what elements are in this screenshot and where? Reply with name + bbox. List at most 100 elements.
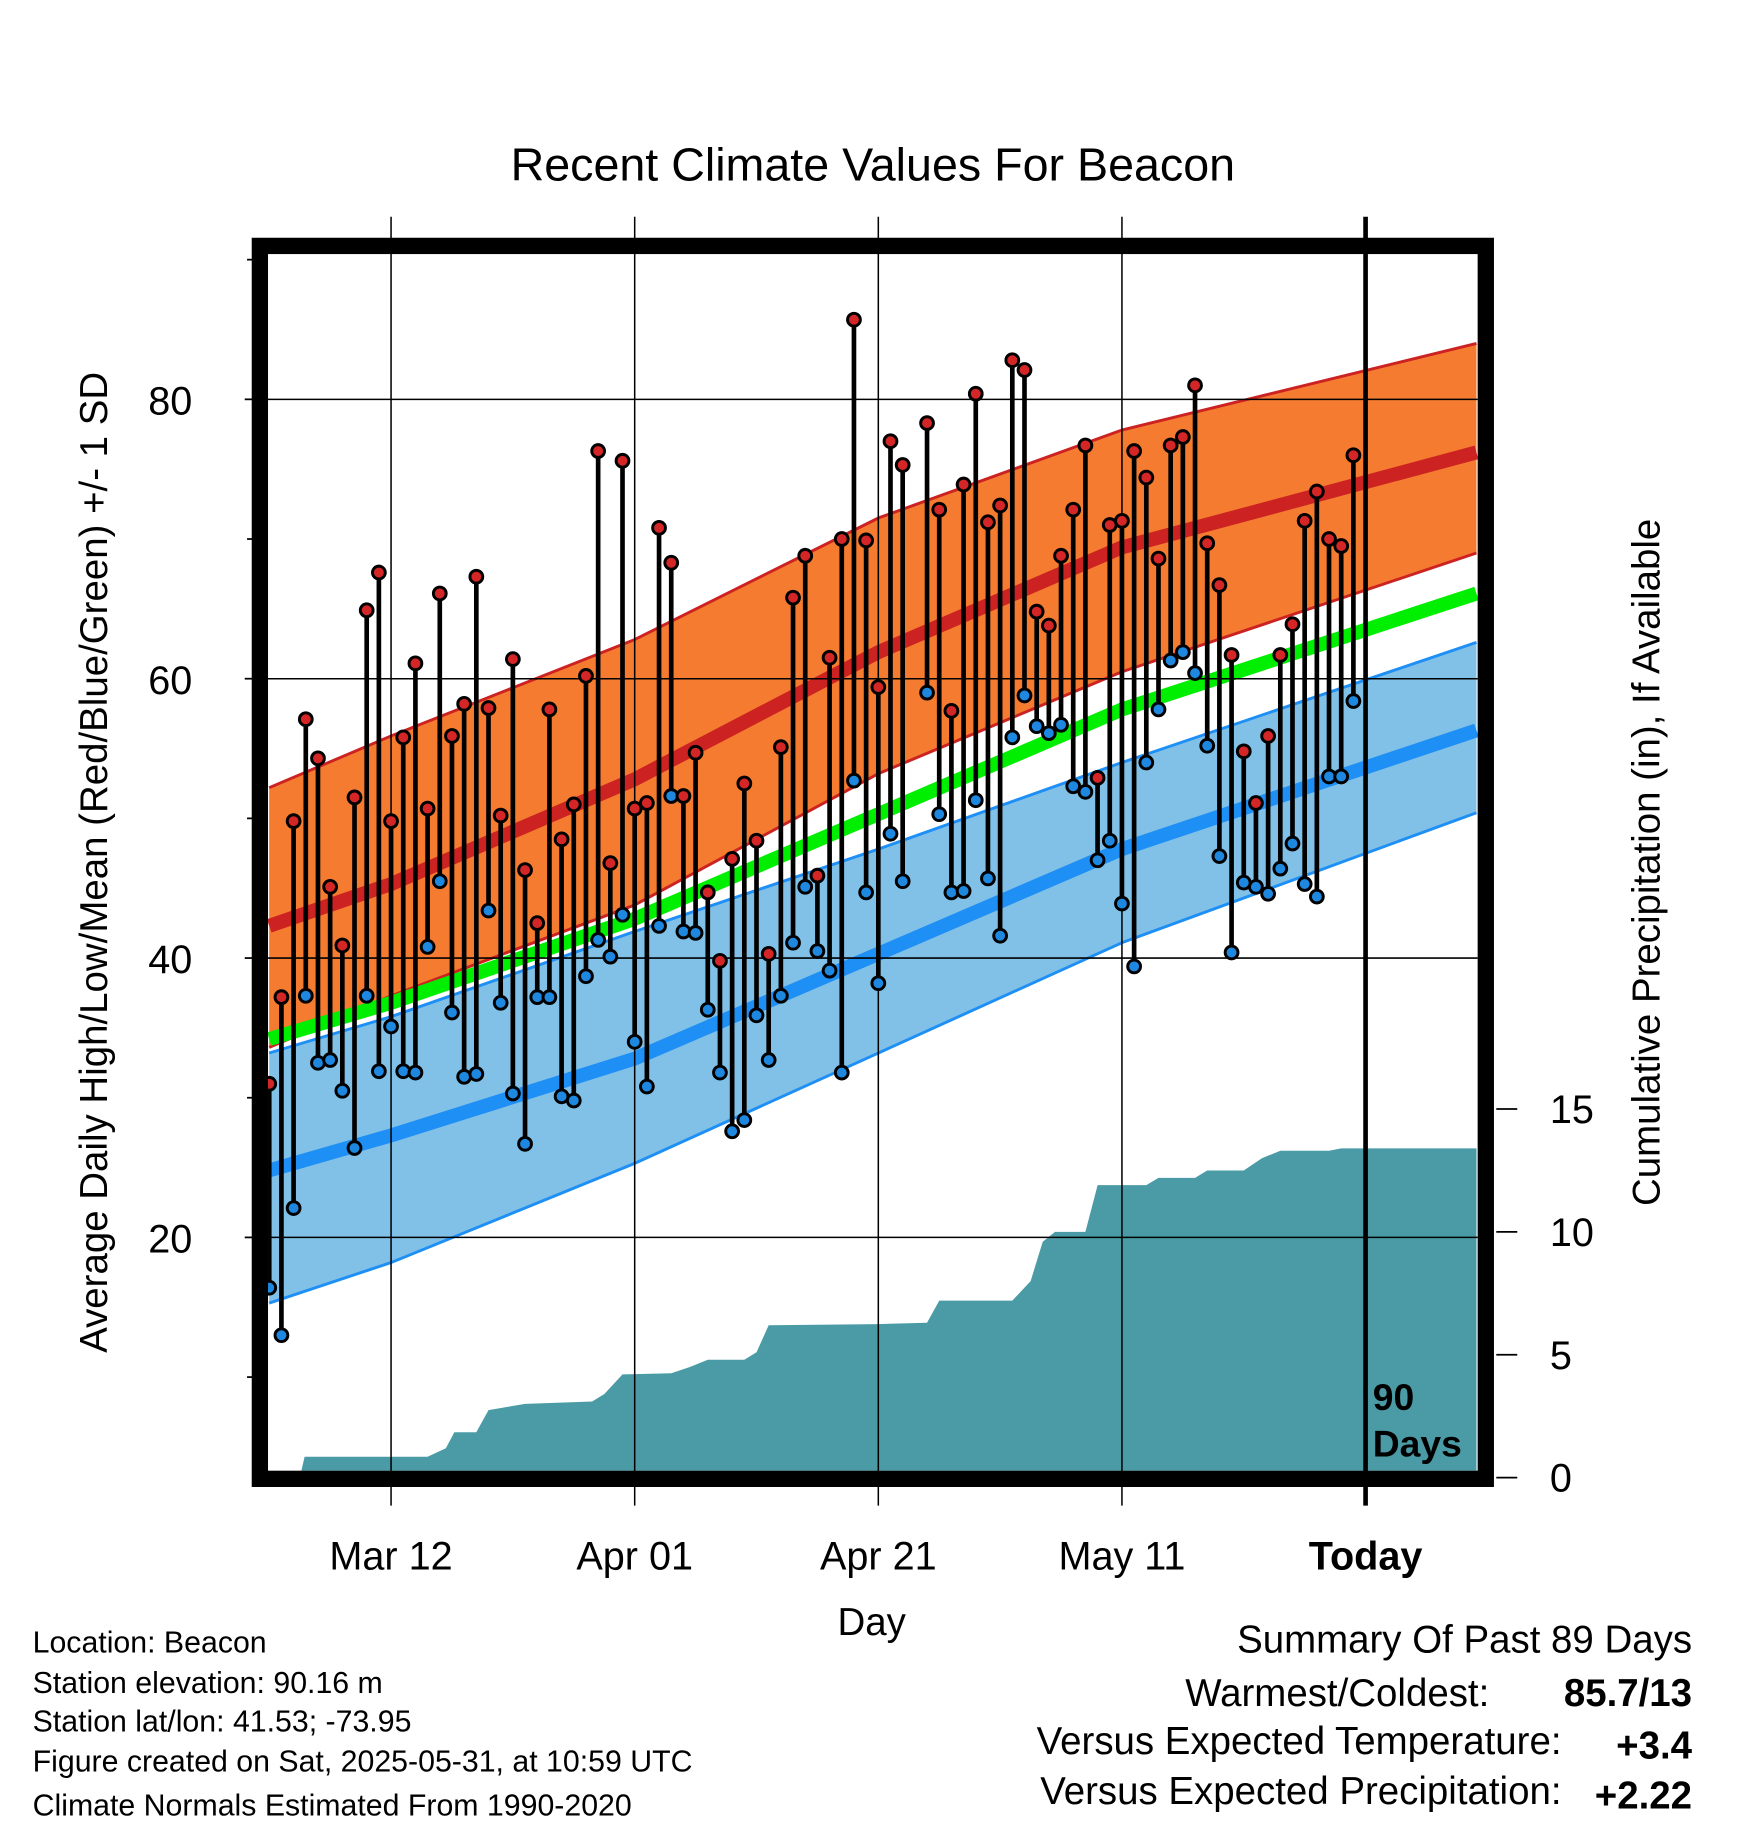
daily-high-point [1150, 550, 1167, 567]
daily-low-point [797, 878, 814, 895]
daily-high-point [395, 729, 412, 746]
daily-low-point [1223, 944, 1240, 961]
daily-high-point [1089, 770, 1106, 786]
summary-title: Summary Of Past 89 Days [1237, 1618, 1692, 1661]
x-tick-label: Mar 12 [329, 1535, 452, 1579]
temp-anomaly-label: Versus Expected Temperature: [1037, 1720, 1562, 1763]
daily-high-point [858, 532, 875, 549]
location-text: Location: Beacon [33, 1626, 267, 1659]
daily-low-point [736, 1112, 753, 1128]
daily-low-point [590, 932, 607, 948]
daily-low-point [1345, 693, 1362, 709]
daily-high-point [480, 700, 497, 716]
plot-frame [251, 237, 1494, 1487]
precip-cumulative-area [301, 1148, 1477, 1471]
daily-high-point [346, 789, 363, 806]
daily-high-point [1162, 437, 1179, 454]
daily-high-point [724, 851, 741, 867]
daily-low-point [268, 1279, 278, 1296]
daily-low-point [456, 1068, 473, 1085]
daily-low-point [578, 968, 594, 985]
daily-low-point [1248, 878, 1264, 895]
daily-low-point [724, 1123, 741, 1140]
daily-high-point [882, 433, 899, 450]
daily-high-point [626, 800, 643, 817]
daily-high-point [297, 711, 314, 728]
daily-low-point [541, 989, 558, 1006]
daily-low-point [980, 870, 996, 887]
daily-high-point [748, 832, 765, 849]
daily-high-point [870, 679, 887, 695]
daily-high-point [639, 795, 655, 811]
daily-high-point [553, 831, 570, 848]
daily-high-point [821, 649, 838, 666]
daily-low-point [407, 1064, 424, 1081]
daily-high-point [358, 602, 375, 619]
daily-low-point [894, 873, 911, 890]
daily-low-point [1211, 848, 1228, 864]
daily-low-point [785, 934, 801, 951]
daily-low-point [431, 873, 448, 890]
x-axis-label: Day [837, 1601, 906, 1644]
daily-high-point [809, 867, 826, 884]
y-axis-label: Average Daily High/Low/Mean (Red/Blue/Gr… [73, 372, 116, 1353]
normal-high-sd-band [269, 343, 1477, 1048]
daily-high-point [943, 702, 960, 719]
daily-high-point [1260, 728, 1276, 744]
daily-low-point [310, 1054, 326, 1071]
daily-high-point [334, 937, 351, 954]
daily-low-point [1296, 876, 1313, 892]
daily-low-point [1089, 852, 1106, 869]
summary-panel: Summary Of Past 89 Days Warmest/Coldest:… [1037, 1618, 1693, 1817]
daily-high-point [541, 701, 558, 718]
chart-title: Recent Climate Values For Beacon [511, 139, 1236, 191]
daily-low-point [1284, 835, 1301, 852]
daily-low-point [1174, 644, 1191, 661]
daily-low-point [614, 906, 631, 923]
daily-high-point [273, 989, 290, 1006]
daily-high-point [1187, 377, 1203, 394]
daily-low-point [1333, 768, 1350, 785]
daily-high-point [383, 813, 399, 830]
y-tick-label: 80 [148, 379, 192, 423]
daily-high-point [419, 800, 436, 817]
daily-low-point [919, 684, 935, 701]
daily-high-point [1040, 617, 1057, 634]
daily-high-point [1223, 647, 1240, 663]
daily-low-point [1077, 783, 1094, 800]
daily-low-point [1272, 860, 1289, 877]
daily-high-point [407, 655, 424, 672]
daily-high-point [1138, 469, 1155, 486]
daily-low-point [1016, 687, 1033, 704]
daily-low-point [1114, 895, 1130, 912]
daily-high-point [1333, 538, 1350, 554]
latlon-text: Station lat/lon: 41.53; -73.95 [33, 1706, 412, 1739]
daily-low-point [1040, 725, 1057, 742]
temp-anomaly-value: +3.4 [1616, 1725, 1693, 1768]
daily-high-point [699, 884, 716, 901]
daily-low-point [687, 925, 704, 941]
y2-tick-label: 10 [1550, 1211, 1594, 1255]
daily-low-point [748, 1007, 765, 1024]
daily-high-point [1053, 547, 1069, 564]
y-tick-label: 20 [148, 1218, 192, 1262]
normal-low-lower-line [268, 811, 1477, 1305]
daily-high-point [772, 739, 789, 756]
daily-high-point [1321, 531, 1337, 547]
daily-low-point [480, 902, 497, 919]
daily-low-point [517, 1135, 533, 1152]
daily-high-point [797, 547, 814, 564]
daily-low-point [346, 1140, 363, 1156]
daily-low-point [858, 884, 875, 901]
daily-low-point [334, 1082, 351, 1099]
y2-tick-label: 5 [1550, 1334, 1572, 1378]
daily-high-point [431, 585, 448, 602]
daily-high-point [371, 564, 387, 581]
daily-high-point [1199, 535, 1216, 552]
daily-low-point [371, 1063, 387, 1080]
daily-low-point [1260, 885, 1276, 902]
daily-high-point [565, 796, 582, 813]
daily-low-point [565, 1092, 582, 1109]
daily-low-point [699, 1001, 716, 1018]
